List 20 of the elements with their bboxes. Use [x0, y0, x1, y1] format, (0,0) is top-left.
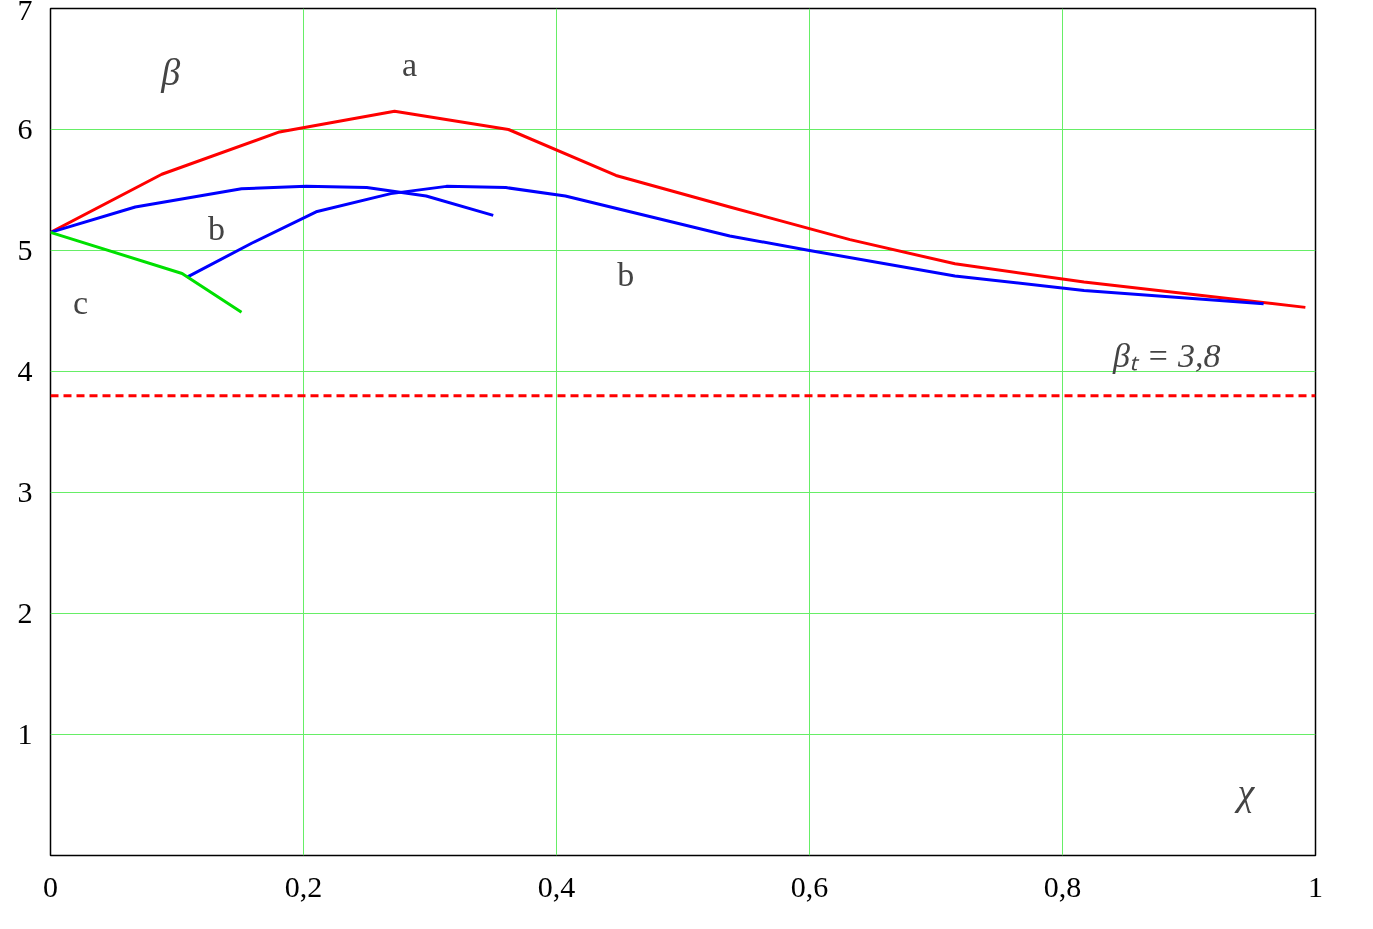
y-tick-label: 5: [17, 233, 33, 266]
series-label: b: [208, 210, 226, 248]
x-tick-label: 0,2: [284, 869, 323, 903]
x-tick-label: 0,8: [1043, 869, 1082, 903]
series-label: b: [617, 256, 635, 294]
x-axis-title: χ: [1233, 771, 1256, 814]
x-tick-label: 1: [1308, 869, 1323, 903]
x-tick-label: 0,6: [790, 869, 829, 903]
y-axis-title: β: [160, 51, 181, 94]
y-tick-label: 3: [17, 475, 33, 508]
series-label: c: [72, 283, 89, 321]
x-tick-label: 0: [43, 869, 58, 903]
x-tick-label: 0,4: [537, 869, 576, 903]
y-tick-label: 6: [17, 112, 33, 145]
y-tick-label: 1: [17, 717, 33, 750]
series-label: a: [402, 45, 418, 83]
y-tick-label: 2: [17, 596, 33, 629]
ref-line-label: βₜ = 3,8: [1112, 336, 1221, 374]
y-tick-label: 4: [17, 354, 33, 387]
y-tick-label: 7: [17, 0, 33, 26]
